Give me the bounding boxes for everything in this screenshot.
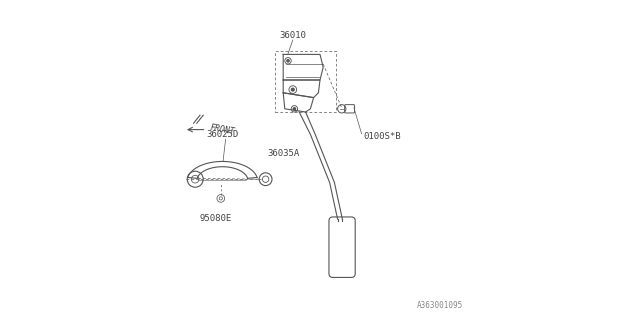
Text: 95080E: 95080E (200, 214, 232, 223)
Circle shape (287, 60, 289, 62)
Circle shape (293, 108, 296, 110)
Text: A363001095: A363001095 (417, 301, 463, 310)
Text: FRONT: FRONT (210, 123, 236, 136)
Text: 0100S*B: 0100S*B (364, 132, 401, 140)
Text: 36025D: 36025D (206, 130, 239, 139)
Text: 36010: 36010 (280, 31, 306, 40)
Text: 36035A: 36035A (268, 149, 300, 158)
Circle shape (291, 88, 294, 91)
